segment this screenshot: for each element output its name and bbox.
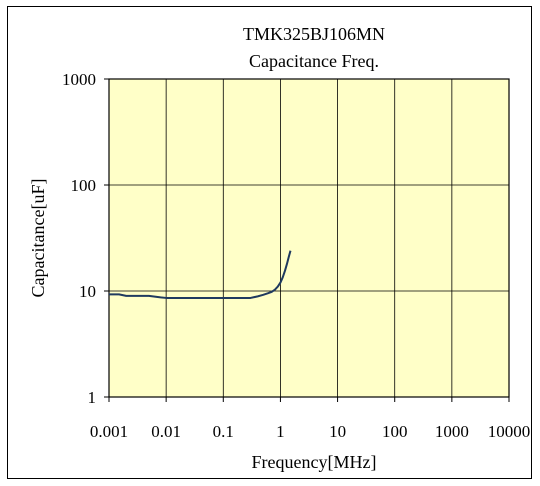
x-tick-label: 0.001 (90, 422, 128, 441)
y-tick-label: 1 (88, 388, 97, 407)
x-tick-label: 10 (329, 422, 346, 441)
x-tick-label: 1 (276, 422, 285, 441)
plot-border (108, 78, 510, 398)
y-axis-label: Capacitance[uF] (28, 179, 48, 298)
chart-subtitle: Capacitance Freq. (249, 51, 379, 71)
y-tick-label: 10 (79, 282, 96, 301)
x-tick-labels: 0.001 0.01 0.1 1 10 100 1000 10000 (90, 422, 530, 441)
grid (104, 78, 510, 402)
series-line (109, 250, 292, 299)
x-axis-label: Frequency[MHz] (252, 452, 377, 472)
chart-title: TMK325BJ106MN (243, 24, 385, 44)
y-tick-labels: 1000 100 10 1 (62, 70, 96, 407)
x-tick-label: 0.1 (213, 422, 234, 441)
x-tick-label: 10000 (488, 422, 531, 441)
y-tick-label: 1000 (62, 70, 96, 89)
x-tick-label: 1000 (435, 422, 469, 441)
y-tick-label: 100 (71, 176, 97, 195)
x-tick-label: 0.01 (151, 422, 181, 441)
x-tick-label: 100 (382, 422, 408, 441)
plot-area (109, 79, 509, 397)
series-layer (109, 250, 292, 299)
